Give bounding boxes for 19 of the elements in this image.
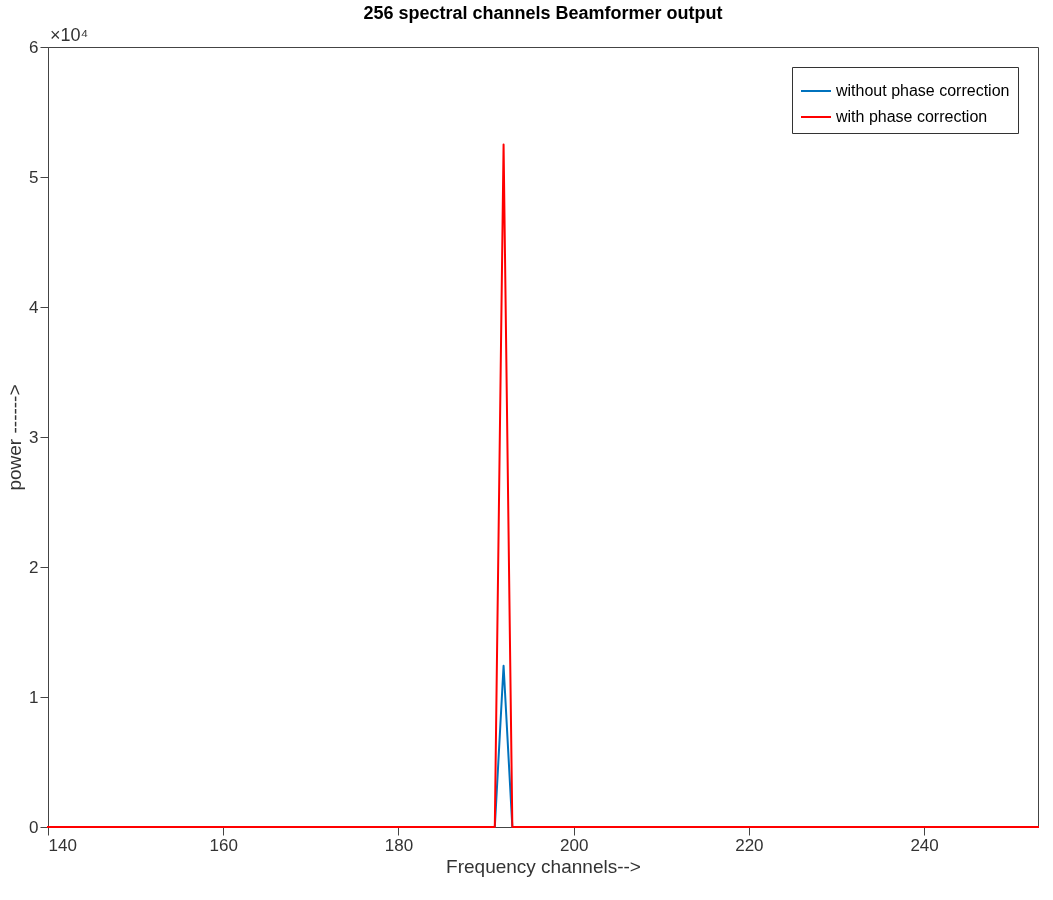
- x-tick-label: 160: [209, 835, 238, 855]
- y-tick-label: 4: [29, 297, 39, 317]
- chart-title: 256 spectral channels Beamformer output: [363, 3, 723, 23]
- text: ×10⁴: [50, 25, 89, 45]
- x-tick-label: 140: [48, 835, 77, 855]
- x-tick-label: 180: [384, 835, 414, 855]
- y-tick-label: 3: [29, 427, 39, 447]
- y-tick-label: 0: [29, 817, 39, 837]
- y-axis-title: power ------>: [4, 384, 26, 491]
- x-tick-label: 240: [910, 835, 939, 855]
- y-tick-label: 6: [29, 37, 39, 57]
- y-tick-label: 2: [29, 557, 39, 577]
- legend-label: without phase correction: [835, 82, 1010, 99]
- legend-label: with phase correction: [835, 108, 988, 125]
- y-tick-label: 5: [29, 167, 39, 187]
- x-tick-label: 220: [735, 835, 764, 855]
- x-axis-title: Frequency channels-->: [446, 855, 641, 877]
- x-tick-label: 200: [559, 835, 589, 855]
- y-tick-label: 1: [29, 687, 39, 707]
